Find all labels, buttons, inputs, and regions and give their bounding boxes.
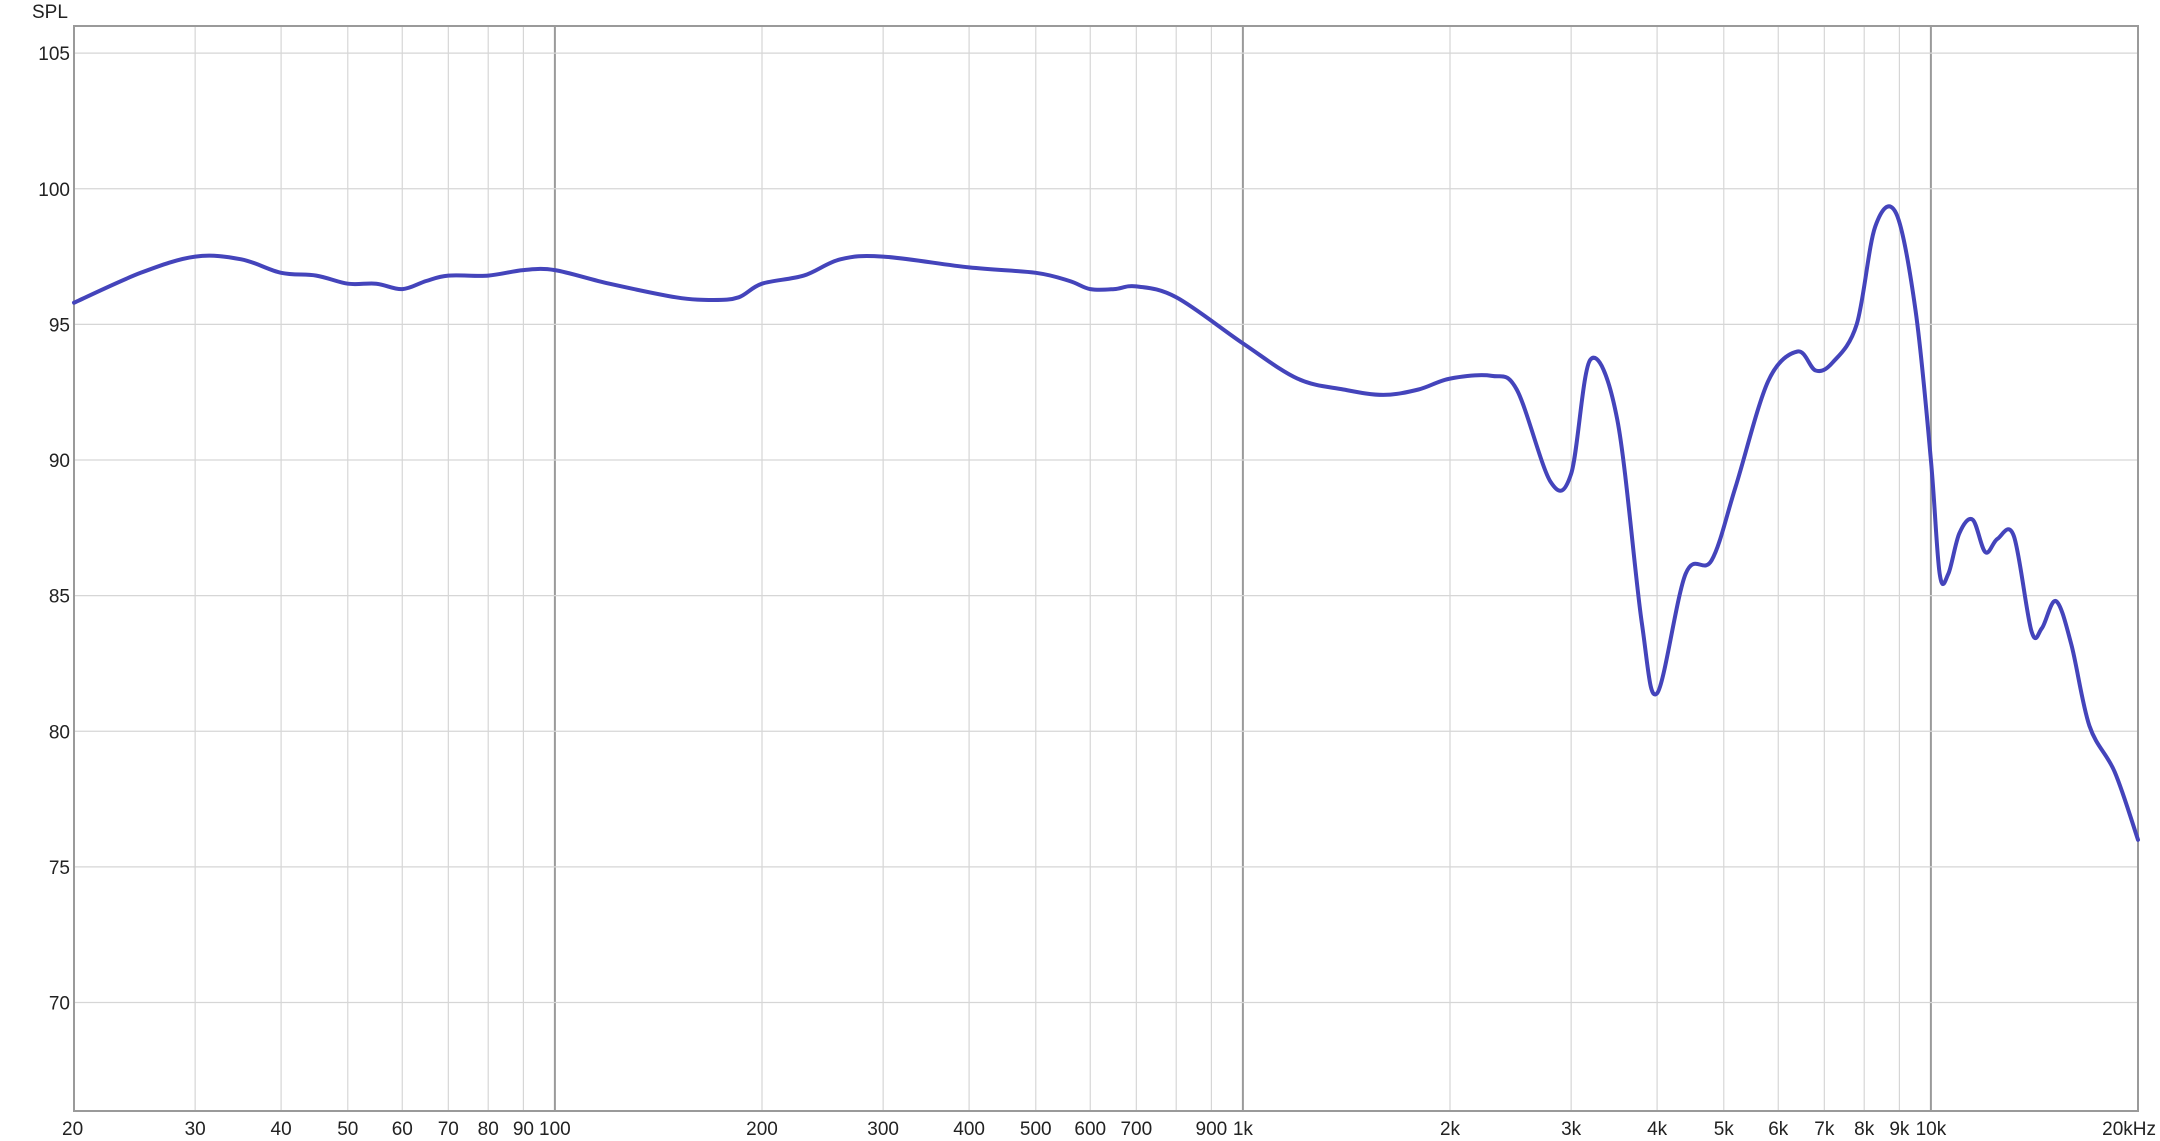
x-tick-label: 90 bbox=[513, 1119, 534, 1140]
plot-area-frame bbox=[73, 25, 2139, 1112]
y-tick-label: 100 bbox=[38, 180, 70, 201]
x-tick-label: 300 bbox=[867, 1119, 899, 1140]
x-tick-label: 6k bbox=[1768, 1119, 1789, 1140]
x-tick-label: 8k bbox=[1854, 1119, 1875, 1140]
x-tick-label: 20kHz bbox=[2102, 1119, 2156, 1140]
x-tick-labels: 20 30 40 50 60 70 80 90 100 200 300 400 500 600 700 900… bbox=[62, 1119, 2156, 1140]
x-tick-label: 5k bbox=[1714, 1119, 1735, 1140]
y-tick-label: 85 bbox=[49, 587, 70, 608]
series-line bbox=[72, 204, 2140, 842]
x-tick-label: 20 bbox=[62, 1119, 83, 1140]
x-tick-label: 500 bbox=[1020, 1119, 1052, 1140]
x-tick-label: 1k bbox=[1233, 1119, 1254, 1140]
y-tick-label: 105 bbox=[38, 44, 70, 65]
y-tick-label: 90 bbox=[49, 451, 70, 472]
x-tick-label: 30 bbox=[185, 1119, 206, 1140]
x-tick-label: 7k bbox=[1814, 1119, 1835, 1140]
y-tick-labels: 70 75 80 85 90 95 100 105 bbox=[38, 44, 70, 1014]
x-tick-label: 10k bbox=[1916, 1119, 1947, 1140]
x-tick-label: 70 bbox=[438, 1119, 459, 1140]
y-tick-label: 70 bbox=[49, 994, 70, 1015]
x-tick-label: 2k bbox=[1440, 1119, 1461, 1140]
x-tick-label: 700 bbox=[1120, 1119, 1152, 1140]
x-tick-label: 50 bbox=[337, 1119, 358, 1140]
y-tick-label: 95 bbox=[49, 315, 70, 336]
y-tick-label: 80 bbox=[49, 722, 70, 743]
x-tick-label: 3k bbox=[1561, 1119, 1582, 1140]
x-tick-label: 200 bbox=[746, 1119, 778, 1140]
y-tick-label: 75 bbox=[49, 858, 70, 879]
x-tick-label: 60 bbox=[392, 1119, 413, 1140]
x-tick-label: 9k bbox=[1889, 1119, 1910, 1140]
x-tick-label: 100 bbox=[539, 1119, 571, 1140]
x-tick-label: 400 bbox=[953, 1119, 985, 1140]
x-tick-label: 900 bbox=[1196, 1119, 1228, 1140]
x-tick-label: 80 bbox=[478, 1119, 499, 1140]
y-axis-title: SPL bbox=[32, 2, 68, 23]
y-gridlines bbox=[74, 52, 2138, 1004]
x-tick-label: 600 bbox=[1074, 1119, 1106, 1140]
x-tick-label: 4k bbox=[1647, 1119, 1668, 1140]
x-gridlines bbox=[73, 26, 2139, 1111]
x-tick-label: 40 bbox=[271, 1119, 292, 1140]
